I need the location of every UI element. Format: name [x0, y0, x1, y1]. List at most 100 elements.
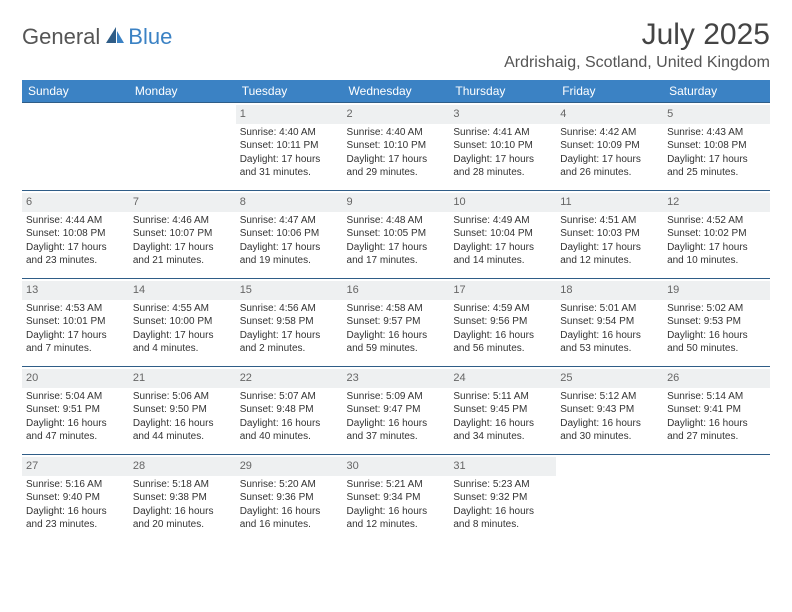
day-number: 24 — [449, 369, 556, 388]
sunrise-text: Sunrise: 5:04 AM — [26, 390, 125, 404]
brand-logo: General Blue — [22, 18, 172, 50]
sunset-text: Sunset: 9:47 PM — [347, 403, 446, 417]
sunrise-text: Sunrise: 5:01 AM — [560, 302, 659, 316]
weekday-header: Sunday — [22, 80, 129, 103]
daylight-text: Daylight: 17 hours and 28 minutes. — [453, 153, 552, 180]
day-details: Sunrise: 5:16 AMSunset: 9:40 PMDaylight:… — [26, 478, 125, 532]
sunrise-text: Sunrise: 4:42 AM — [560, 126, 659, 140]
day-cell: 27Sunrise: 5:16 AMSunset: 9:40 PMDayligh… — [22, 455, 129, 543]
daylight-text: Daylight: 16 hours and 8 minutes. — [453, 505, 552, 532]
day-number: 22 — [236, 369, 343, 388]
day-number: 7 — [129, 193, 236, 212]
day-cell: 4Sunrise: 4:42 AMSunset: 10:09 PMDayligh… — [556, 103, 663, 191]
sunset-text: Sunset: 9:43 PM — [560, 403, 659, 417]
daylight-text: Daylight: 17 hours and 31 minutes. — [240, 153, 339, 180]
day-details: Sunrise: 5:12 AMSunset: 9:43 PMDaylight:… — [560, 390, 659, 444]
day-cell: 3 Sunrise: 4:41 AMSunset: 10:10 PMDayligh… — [449, 103, 556, 191]
sunset-text: Sunset: 9:53 PM — [667, 315, 766, 329]
sunset-text: Sunset: 10:10 PM — [347, 139, 446, 153]
sunset-text: Sunset: 10:09 PM — [560, 139, 659, 153]
sunrise-text: Sunrise: 4:56 AM — [240, 302, 339, 316]
header: General Blue July 2025 Ardrishaig, Scotl… — [22, 18, 770, 72]
sunrise-text: Sunrise: 5:18 AM — [133, 478, 232, 492]
day-details: Sunrise: 5:20 AMSunset: 9:36 PMDaylight:… — [240, 478, 339, 532]
day-number: 16 — [343, 281, 450, 300]
day-cell: 11Sunrise: 4:51 AMSunset: 10:03 PMDaylig… — [556, 191, 663, 279]
day-cell: 30Sunrise: 5:21 AMSunset: 9:34 PMDayligh… — [343, 455, 450, 543]
sunrise-text: Sunrise: 5:20 AM — [240, 478, 339, 492]
daylight-text: Daylight: 17 hours and 29 minutes. — [347, 153, 446, 180]
day-cell — [663, 455, 770, 543]
day-cell: 7Sunrise: 4:46 AMSunset: 10:07 PMDayligh… — [129, 191, 236, 279]
sunrise-text: Sunrise: 5:06 AM — [133, 390, 232, 404]
title-block: July 2025 Ardrishaig, Scotland, United K… — [504, 18, 770, 72]
week-row: 20Sunrise: 5:04 AMSunset: 9:51 PMDayligh… — [22, 367, 770, 455]
daylight-text: Daylight: 17 hours and 2 minutes. — [240, 329, 339, 356]
daylight-text: Daylight: 16 hours and 53 minutes. — [560, 329, 659, 356]
daylight-text: Daylight: 16 hours and 12 minutes. — [347, 505, 446, 532]
day-number: 15 — [236, 281, 343, 300]
sunrise-text: Sunrise: 5:16 AM — [26, 478, 125, 492]
day-number: 13 — [22, 281, 129, 300]
week-row: 27Sunrise: 5:16 AMSunset: 9:40 PMDayligh… — [22, 455, 770, 543]
sunrise-text: Sunrise: 5:12 AM — [560, 390, 659, 404]
sunset-text: Sunset: 10:08 PM — [667, 139, 766, 153]
daylight-text: Daylight: 16 hours and 27 minutes. — [667, 417, 766, 444]
day-number: 2 — [343, 105, 450, 124]
daylight-text: Daylight: 16 hours and 44 minutes. — [133, 417, 232, 444]
sunset-text: Sunset: 9:32 PM — [453, 491, 552, 505]
sunset-text: Sunset: 10:00 PM — [133, 315, 232, 329]
daylight-text: Daylight: 17 hours and 25 minutes. — [667, 153, 766, 180]
day-cell: 25 Sunrise: 5:12 AMSunset: 9:43 PMDayligh… — [556, 367, 663, 455]
day-number: 21 — [129, 369, 236, 388]
day-number: 14 — [129, 281, 236, 300]
daylight-text: Daylight: 17 hours and 26 minutes. — [560, 153, 659, 180]
sunset-text: Sunset: 9:57 PM — [347, 315, 446, 329]
daylight-text: Daylight: 17 hours and 19 minutes. — [240, 241, 339, 268]
day-number: 31 — [449, 457, 556, 476]
day-number: 25 — [556, 369, 663, 388]
sunset-text: Sunset: 9:45 PM — [453, 403, 552, 417]
daylight-text: Daylight: 17 hours and 14 minutes. — [453, 241, 552, 268]
day-details: Sunrise: 5:11 AMSunset: 9:45 PMDaylight:… — [453, 390, 552, 444]
sunrise-text: Sunrise: 4:58 AM — [347, 302, 446, 316]
sunrise-text: Sunrise: 4:41 AM — [453, 126, 552, 140]
day-details: Sunrise: 4:41 AMSunset: 10:10 PMDaylight… — [453, 126, 552, 180]
day-number: 10 — [449, 193, 556, 212]
day-cell: 12Sunrise: 4:52 AMSunset: 10:02 PMDaylig… — [663, 191, 770, 279]
day-cell: 8Sunrise: 4:47 AMSunset: 10:06 PMDayligh… — [236, 191, 343, 279]
day-number: 12 — [663, 193, 770, 212]
sunset-text: Sunset: 10:11 PM — [240, 139, 339, 153]
calendar-table: Sunday Monday Tuesday Wednesday Thursday… — [22, 80, 770, 543]
day-number: 9 — [343, 193, 450, 212]
day-details: Sunrise: 4:51 AMSunset: 10:03 PMDaylight… — [560, 214, 659, 268]
sunrise-text: Sunrise: 4:49 AM — [453, 214, 552, 228]
day-details: Sunrise: 4:56 AMSunset: 9:58 PMDaylight:… — [240, 302, 339, 356]
daylight-text: Daylight: 17 hours and 4 minutes. — [133, 329, 232, 356]
day-details: Sunrise: 5:07 AMSunset: 9:48 PMDaylight:… — [240, 390, 339, 444]
daylight-text: Daylight: 16 hours and 47 minutes. — [26, 417, 125, 444]
day-cell: 1Sunrise: 4:40 AMSunset: 10:11 PMDayligh… — [236, 103, 343, 191]
sunset-text: Sunset: 10:10 PM — [453, 139, 552, 153]
sunrise-text: Sunrise: 4:43 AM — [667, 126, 766, 140]
sunset-text: Sunset: 10:07 PM — [133, 227, 232, 241]
daylight-text: Daylight: 16 hours and 56 minutes. — [453, 329, 552, 356]
week-row: 1Sunrise: 4:40 AMSunset: 10:11 PMDayligh… — [22, 103, 770, 191]
daylight-text: Daylight: 16 hours and 16 minutes. — [240, 505, 339, 532]
day-cell: 6Sunrise: 4:44 AMSunset: 10:08 PMDayligh… — [22, 191, 129, 279]
day-cell — [129, 103, 236, 191]
day-details: Sunrise: 4:42 AMSunset: 10:09 PMDaylight… — [560, 126, 659, 180]
weekday-header: Friday — [556, 80, 663, 103]
sunrise-text: Sunrise: 5:14 AM — [667, 390, 766, 404]
weekday-header: Thursday — [449, 80, 556, 103]
month-title: July 2025 — [504, 18, 770, 52]
daylight-text: Daylight: 17 hours and 23 minutes. — [26, 241, 125, 268]
brand-sail-icon — [104, 25, 126, 50]
day-details: Sunrise: 4:49 AMSunset: 10:04 PMDaylight… — [453, 214, 552, 268]
day-number: 18 — [556, 281, 663, 300]
sunrise-text: Sunrise: 4:59 AM — [453, 302, 552, 316]
sunset-text: Sunset: 9:54 PM — [560, 315, 659, 329]
day-number: 3 — [449, 105, 556, 124]
day-details: Sunrise: 4:40 AMSunset: 10:11 PMDaylight… — [240, 126, 339, 180]
daylight-text: Daylight: 17 hours and 7 minutes. — [26, 329, 125, 356]
